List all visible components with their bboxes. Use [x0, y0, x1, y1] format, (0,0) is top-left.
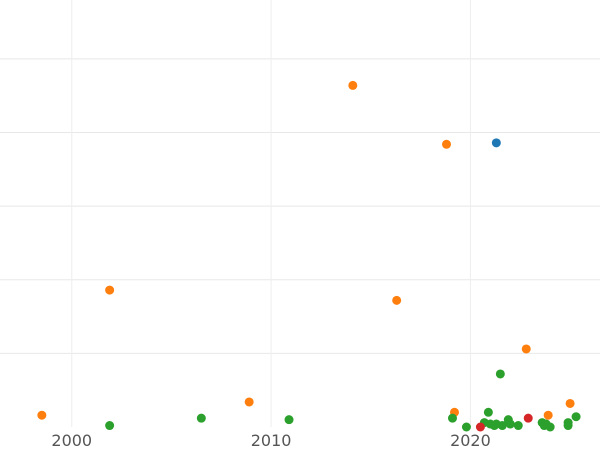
data-point-series-2	[495, 369, 505, 379]
data-point-series-1	[244, 397, 254, 407]
data-point-series-2	[563, 421, 573, 431]
data-point-series-1	[392, 295, 402, 305]
data-point-series-2	[545, 422, 555, 432]
data-point-series-1	[442, 139, 452, 149]
data-point-series-2	[505, 419, 515, 429]
data-point-series-1	[105, 285, 115, 295]
grid	[0, 0, 600, 427]
data-point-series-1	[348, 80, 358, 90]
data-point-series-1	[543, 410, 553, 420]
x-axis-tick-labels: 2000 2010 2020	[51, 431, 490, 450]
data-point-series-2	[571, 412, 581, 422]
data-point-series-2	[513, 421, 523, 431]
data-point-series-0	[491, 138, 501, 148]
data-point-series-2	[105, 421, 115, 431]
data-point-series-3	[523, 413, 533, 423]
x-tick-label: 2000	[51, 431, 92, 450]
data-point-series-1	[565, 398, 575, 408]
data-point-series-2	[483, 407, 493, 417]
data-point-series-2	[497, 421, 507, 431]
x-tick-label: 2010	[251, 431, 292, 450]
data-points	[37, 80, 581, 432]
data-point-series-2	[461, 422, 471, 432]
data-point-series-2	[284, 415, 294, 425]
data-point-series-2	[196, 413, 206, 423]
data-point-series-1	[37, 410, 47, 420]
data-point-series-2	[447, 413, 457, 423]
x-tick-label: 2020	[450, 431, 491, 450]
data-point-series-1	[521, 344, 531, 354]
data-point-series-3	[475, 422, 485, 432]
